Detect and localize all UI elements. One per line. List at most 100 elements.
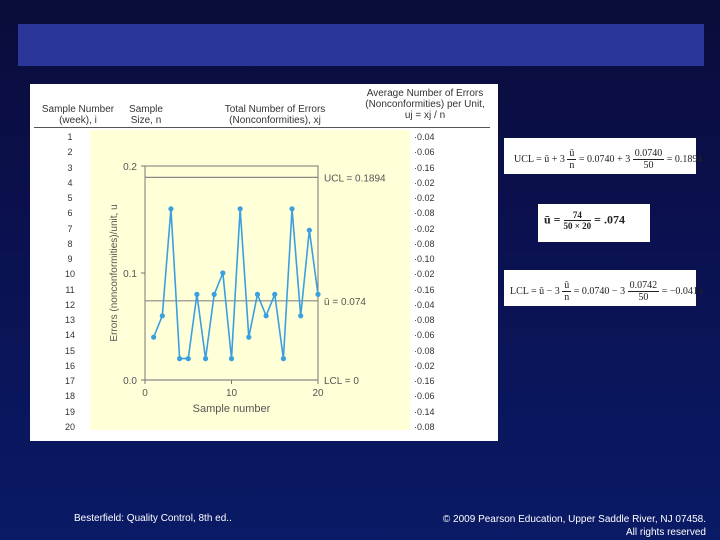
header-average-errors: Average Number of Errors (Nonconformitie…	[365, 88, 485, 121]
data-point	[280, 356, 286, 362]
ucl-mid: = 0.0740 + 3	[578, 153, 631, 165]
y-tick-label: 0.2	[123, 162, 137, 173]
ucl-num2: 0.0740	[632, 148, 665, 160]
data-point	[254, 291, 261, 297]
average-cell: ·0.16	[414, 162, 435, 173]
average-cell: ·0.08	[414, 315, 435, 325]
sample-number-cell: 3	[67, 162, 73, 173]
data-point	[298, 313, 304, 319]
ubar-formula: ū = 74 50 × 20 = .074	[538, 204, 650, 242]
average-cell: ·0.10	[414, 254, 435, 264]
x-tick-label: 10	[226, 388, 238, 399]
control-chart-panel: UCL = 0.1894 ū = 0.074 LCL = 0 0.0 0.1 0.2 0 10…	[90, 130, 410, 430]
data-point	[237, 206, 243, 212]
header-total-errors: Total Number of Errors (Nonconformities)…	[224, 104, 326, 126]
average-cell: ·0.08	[414, 238, 435, 249]
sample-number-cell: 6	[67, 208, 73, 219]
sample-number-cell: 7	[67, 223, 73, 234]
average-cell: ·0.06	[414, 330, 435, 341]
data-point	[272, 291, 278, 297]
y-tick-label: 0.0	[123, 376, 137, 387]
sample-number-cell: 13	[64, 315, 75, 325]
ubar-num: 74	[563, 210, 592, 221]
x-axis-label: Sample number	[193, 403, 271, 415]
y-tick-label: 0.1	[123, 269, 137, 280]
average-cell: ·0.02	[414, 177, 435, 188]
lcl-den: n	[564, 292, 570, 303]
data-point	[289, 206, 295, 212]
data-point	[151, 334, 157, 340]
control-chart: UCL = 0.1894 ū = 0.074 LCL = 0 0.0 0.1 0.2 0 10…	[109, 162, 386, 415]
x-tick-label: 0	[142, 388, 148, 399]
ucl-lhs: UCL = ū + 3	[514, 153, 565, 165]
sample-number-cell: 9	[67, 254, 73, 264]
reference-line-label: LCL = 0	[324, 376, 359, 387]
sample-number-column: 1 2 3 4 5 6 7 8 9 10 11 12 13 14 15 16 17 18 19 20	[60, 130, 80, 435]
average-cell: ·0.02	[414, 223, 435, 234]
ucl-den: n	[569, 160, 575, 171]
data-point	[228, 356, 235, 362]
data-point	[263, 313, 269, 319]
sample-number-cell: 4	[67, 177, 73, 188]
data-point	[159, 313, 165, 319]
average-cell: ·0.08	[414, 208, 435, 219]
lcl-num: ū	[562, 280, 572, 292]
sample-number-cell: 11	[65, 284, 75, 295]
sample-number-cell: 14	[64, 330, 75, 341]
sample-number-cell: 18	[64, 391, 75, 402]
average-cell: ·0.08	[414, 345, 435, 356]
average-cell: ·0.02	[414, 360, 435, 371]
x-tick-label: 20	[312, 388, 324, 399]
data-point	[246, 334, 252, 340]
average-cell: ·0.06	[414, 147, 435, 158]
ubar-lhs: ū =	[544, 212, 561, 227]
sample-number-cell: 19	[64, 406, 75, 417]
data-point	[177, 356, 183, 362]
header-sample-number: Sample Number (week), i	[41, 104, 115, 126]
average-cell: ·0.04	[414, 132, 435, 142]
reference-line-label: ū = 0.074	[324, 297, 366, 308]
lcl-num2: 0.0742	[627, 280, 660, 292]
footer-copyright-line1: © 2009 Pearson Education, Upper Saddle R…	[442, 514, 706, 525]
average-cell: ·0.16	[414, 376, 435, 386]
lcl-rhs: = −0.0414	[661, 285, 703, 297]
data-point	[185, 356, 191, 362]
lcl-lhs: LCL = ū − 3	[510, 285, 560, 297]
average-cell: ·0.02	[414, 193, 435, 203]
sample-number-cell: 8	[67, 238, 73, 249]
reference-line-label: UCL = 0.1894	[324, 173, 386, 184]
header-rule	[34, 127, 490, 128]
sample-number-cell: 15	[64, 345, 75, 356]
footer-citation: Besterfield: Quality Control, 8th ed..	[74, 513, 232, 524]
sample-number-cell: 17	[64, 376, 75, 386]
average-cell: ·0.14	[414, 406, 435, 417]
average-cell: ·0.06	[414, 391, 435, 402]
ucl-rhs: = 0.1894	[666, 153, 703, 165]
sample-number-cell: 1	[67, 132, 73, 142]
sample-number-cell: 5	[67, 193, 73, 203]
data-point	[306, 227, 312, 233]
average-cell: ·0.04	[414, 299, 435, 310]
sample-number-cell: 2	[67, 147, 73, 158]
sample-number-cell: 16	[64, 360, 75, 371]
sample-number-cell: 12	[64, 299, 75, 310]
average-column: ·0.04 ·0.06 ·0.16 ·0.02 ·0.02 ·0.08 ·0.02 ·0.08…	[414, 130, 454, 435]
footer-copyright: © 2009 Pearson Education, Upper Saddle R…	[443, 513, 706, 539]
data-point	[315, 291, 321, 297]
y-axis-label: Errors (nonconformities)/unit, u	[109, 204, 120, 341]
data-point	[220, 270, 226, 276]
ucl-den2: 50	[643, 160, 654, 171]
sample-number-cell: 20	[64, 421, 75, 432]
footer-copyright-line2: All rights reserved	[625, 527, 706, 538]
slide-title-bar	[18, 24, 704, 66]
lcl-mid: = 0.0740 − 3	[573, 285, 626, 297]
ucl-num: ū	[567, 148, 577, 160]
average-cell: ·0.02	[414, 269, 435, 280]
ubar-rhs: = .074	[594, 212, 625, 227]
lcl-den2: 50	[638, 292, 649, 303]
ubar-den: 50 × 20	[563, 221, 592, 231]
average-cell: ·0.16	[414, 284, 435, 295]
data-point	[168, 206, 174, 212]
